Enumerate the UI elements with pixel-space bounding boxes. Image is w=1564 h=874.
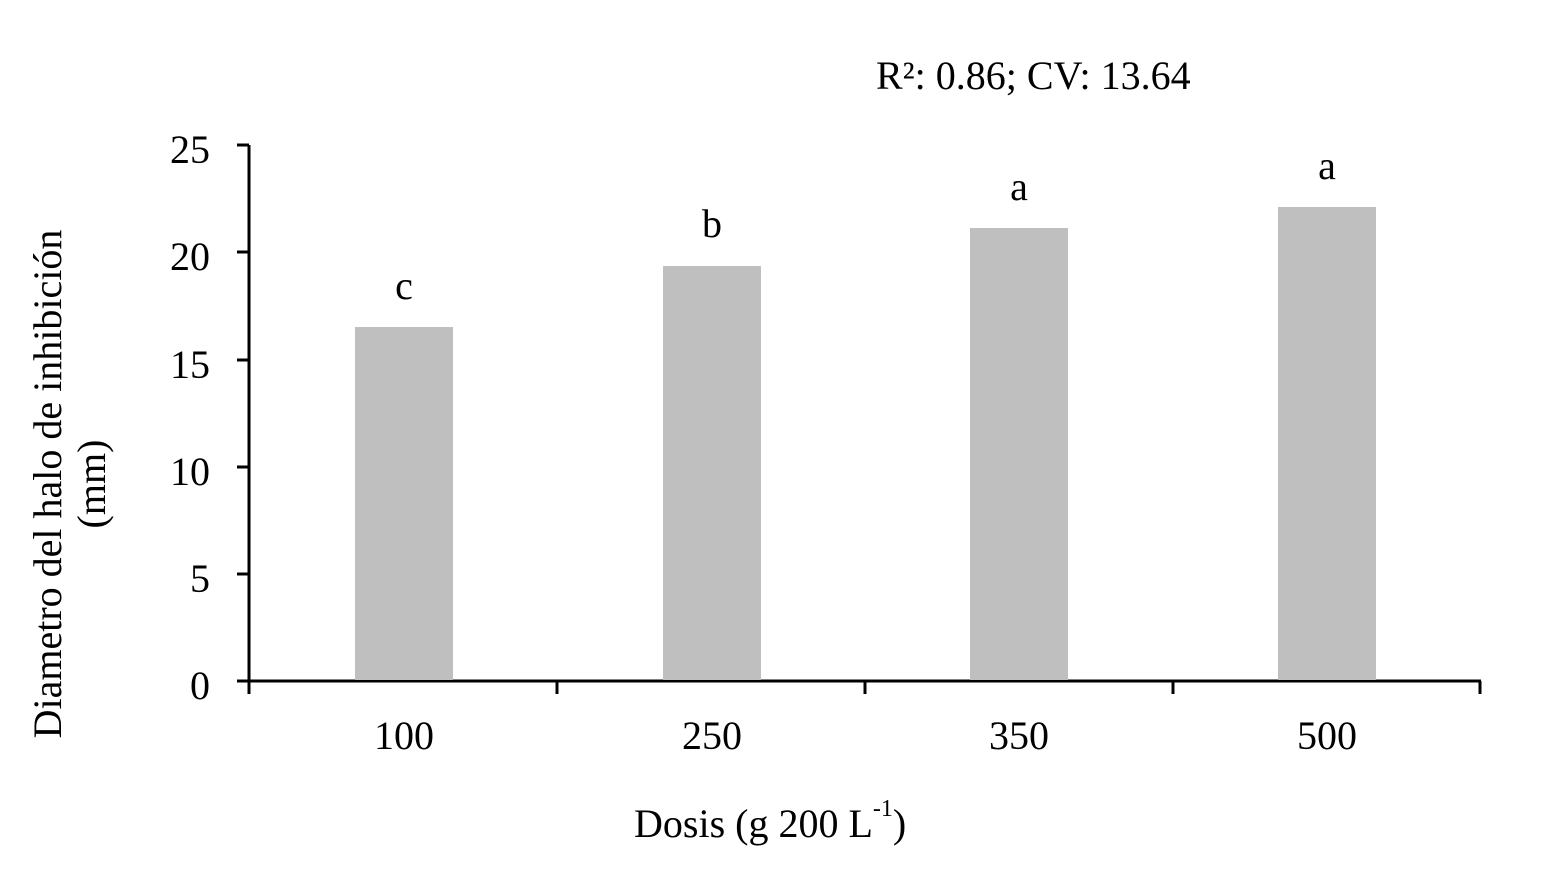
significance-letter: a bbox=[1318, 143, 1336, 188]
x-tick-100: 100 bbox=[374, 713, 434, 758]
bar-250 bbox=[663, 266, 761, 680]
significance-letter: a bbox=[1010, 164, 1028, 209]
x-tick-250: 250 bbox=[682, 713, 742, 758]
y-tick-0: 0 bbox=[190, 663, 210, 708]
y-tick-25: 25 bbox=[170, 127, 210, 172]
y-tick-20: 20 bbox=[170, 234, 210, 279]
bar-350 bbox=[970, 228, 1068, 680]
significance-letter: c bbox=[395, 263, 413, 308]
stats-annotation: R²: 0.86; CV: 13.64 bbox=[876, 53, 1191, 98]
x-axis-label: Dosis (g 200 L-1) bbox=[634, 796, 907, 846]
y-tick-5: 5 bbox=[190, 556, 210, 601]
y-axis-label: Diametro del halo de inhibición (mm) bbox=[25, 229, 114, 739]
x-tick-350: 350 bbox=[989, 713, 1049, 758]
significance-letter: b bbox=[702, 201, 722, 246]
y-tick-15: 15 bbox=[170, 342, 210, 387]
bar-100 bbox=[355, 327, 453, 680]
y-tick-10: 10 bbox=[170, 449, 210, 494]
x-tick-500: 500 bbox=[1297, 713, 1357, 758]
bar-500 bbox=[1278, 207, 1376, 680]
